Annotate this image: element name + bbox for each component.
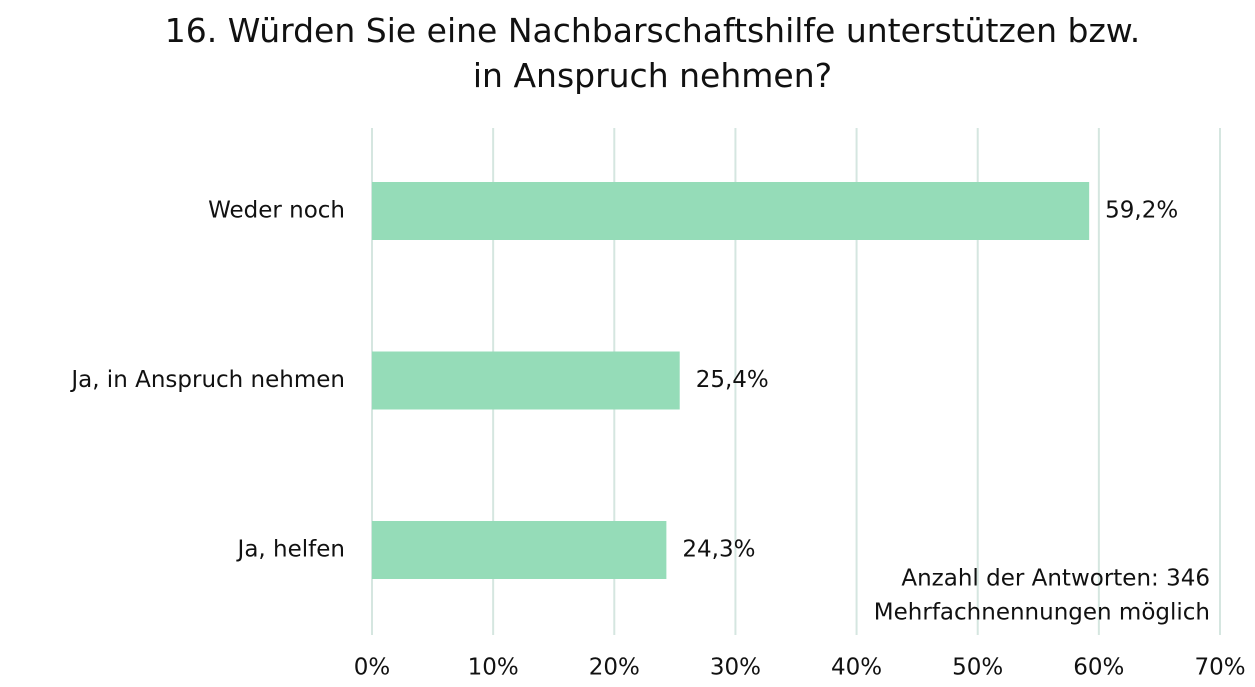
annotation: Anzahl der Antworten: 346 — [901, 566, 1210, 592]
x-tick-label: 40% — [831, 655, 882, 681]
x-tick-label: 20% — [589, 655, 640, 681]
x-tick-label: 30% — [710, 655, 761, 681]
value-label: 24,3% — [682, 537, 755, 563]
y-tick-label: Weder noch — [208, 198, 345, 224]
x-tick-label: 0% — [354, 655, 391, 681]
x-tick-label: 10% — [468, 655, 519, 681]
x-tick-label: 50% — [952, 655, 1003, 681]
chart-title: 16. Würden Sie eine Nachbarschaftshilfe … — [164, 11, 1141, 95]
x-tick-label: 70% — [1194, 655, 1245, 681]
y-tick-label: Ja, helfen — [236, 537, 345, 563]
value-label: 59,2% — [1105, 198, 1178, 224]
y-tick-label: Ja, in Anspruch nehmen — [69, 367, 345, 393]
x-tick-label: 60% — [1073, 655, 1124, 681]
bar — [372, 521, 667, 579]
bar — [372, 351, 680, 410]
bar — [372, 182, 1090, 240]
annotation: Mehrfachnennungen möglich — [874, 600, 1210, 626]
value-label: 25,4% — [696, 367, 769, 393]
